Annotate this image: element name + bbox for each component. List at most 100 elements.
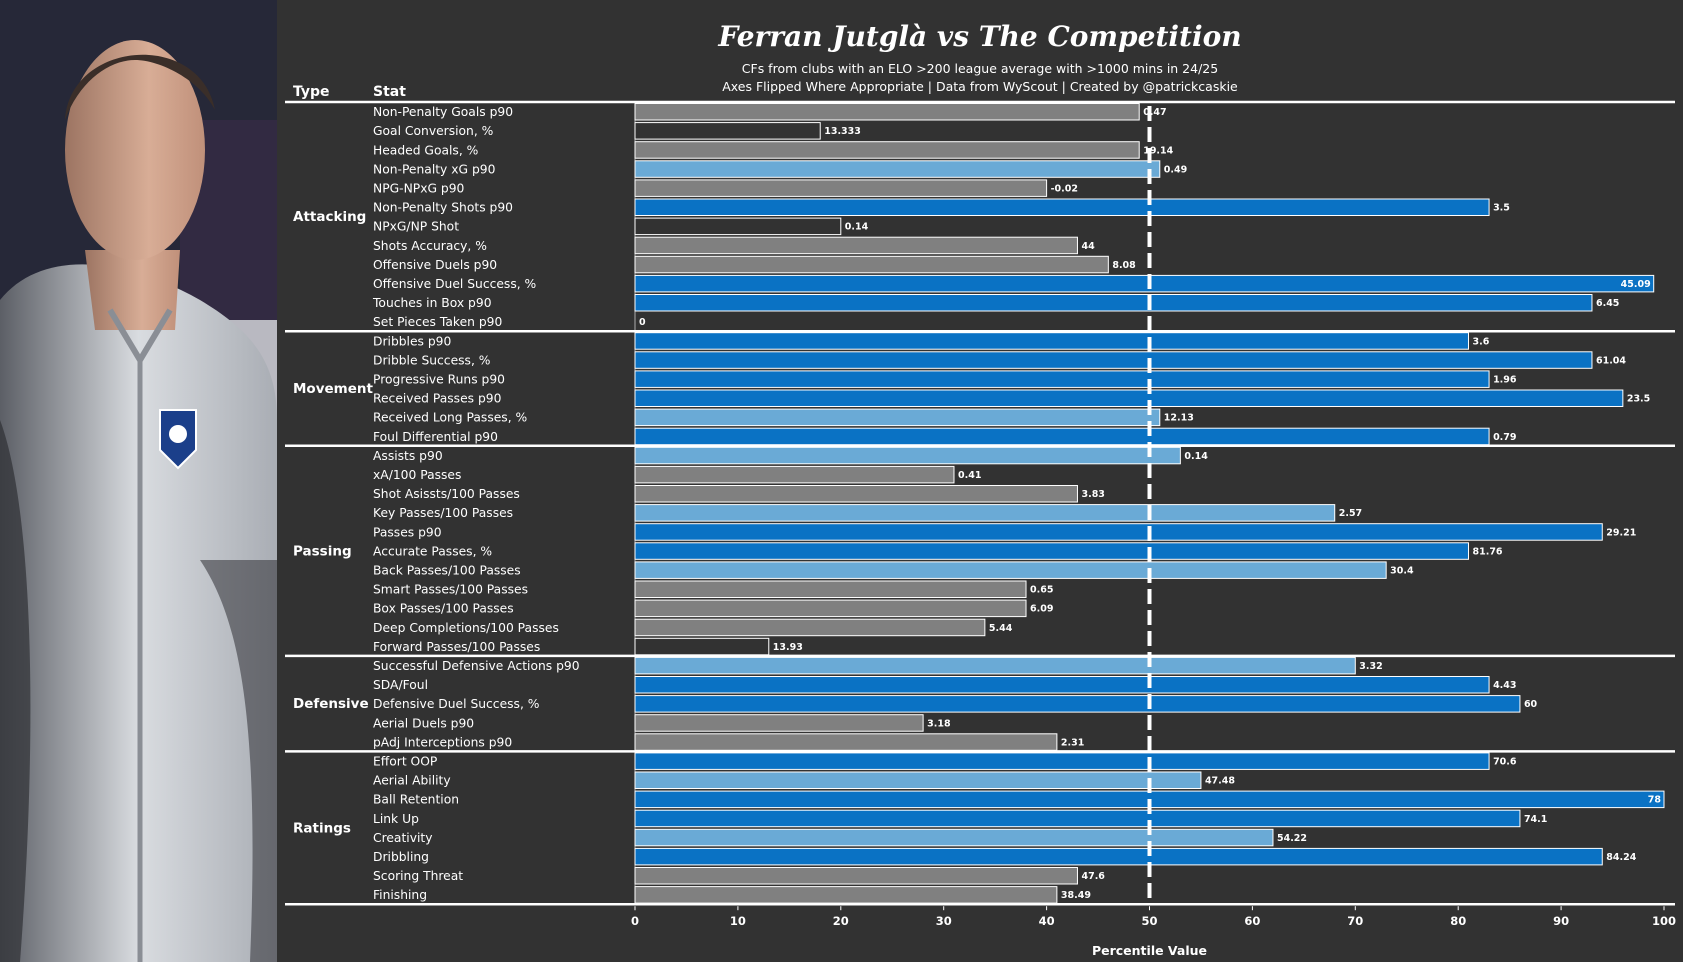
value-label: 12.13	[1164, 413, 1194, 424]
x-tick-label: 0	[631, 914, 639, 928]
bar-shots-accuracy-	[634, 236, 1078, 255]
value-label: 3.5	[1493, 203, 1510, 214]
bar-deep-completions-100-passes	[634, 618, 986, 637]
value-label: 54.22	[1277, 833, 1307, 844]
stat-label: Headed Goals, %	[373, 143, 478, 157]
bar-shot-asissts-100-passes	[634, 485, 1078, 503]
value-label: 0	[639, 317, 646, 328]
bar-scoring-threat	[634, 867, 1078, 885]
chart-title: Ferran Jutglà vs The Competition	[718, 20, 1242, 53]
chart-area: Non-Penalty Goals p90 0.47 Goal Conversion…	[277, 0, 1683, 962]
group-label-passing: Passing	[293, 543, 352, 559]
stat-label: Dribbling	[373, 850, 429, 864]
stat-label: NPG-NPxG p90	[373, 181, 464, 195]
x-tick-label: 10	[730, 914, 746, 928]
bar-offensive-duels-p90	[634, 255, 1109, 274]
stat-label: Box Passes/100 Passes	[373, 602, 514, 616]
bar-goal-conversion-	[634, 122, 821, 140]
stat-label: Creativity	[373, 831, 433, 845]
stat-label: Dribbles p90	[373, 334, 451, 348]
value-label: 3.32	[1359, 661, 1382, 672]
stat-label: Deep Completions/100 Passes	[373, 621, 559, 635]
stat-label: SDA/Foul	[373, 678, 428, 692]
value-label: 23.5	[1627, 394, 1650, 405]
x-tick-label: 50	[1141, 914, 1157, 928]
stat-label: Progressive Runs p90	[373, 372, 505, 386]
stat-label: Smart Passes/100 Passes	[373, 583, 528, 597]
value-label: 81.76	[1472, 546, 1502, 557]
value-label: 19.14	[1143, 145, 1173, 156]
stat-label: Forward Passes/100 Passes	[373, 640, 540, 654]
value-label: 3.6	[1472, 336, 1489, 347]
chart-subtitle-line2: Axes Flipped Where Appropriate | Data fr…	[722, 79, 1238, 94]
value-label: -0.02	[1051, 183, 1078, 194]
value-label: 3.18	[927, 718, 951, 729]
x-tick-label: 30	[936, 914, 952, 928]
stat-label: Link Up	[373, 812, 419, 826]
value-label: 47.48	[1205, 776, 1235, 787]
value-label: 0.14	[845, 222, 869, 233]
value-label: 5.44	[989, 623, 1013, 634]
bar-assists-p90	[634, 446, 1181, 465]
stat-label: Received Passes p90	[373, 392, 501, 406]
stat-label: Offensive Duels p90	[373, 258, 497, 272]
bar-received-long-passes-	[634, 408, 1161, 427]
bar-npg-npxg-p90	[634, 179, 1048, 197]
value-label: 0.47	[1143, 107, 1166, 118]
stat-label: Back Passes/100 Passes	[373, 563, 521, 577]
bar-creativity	[634, 828, 1274, 847]
x-tick-label: 20	[833, 914, 849, 928]
x-tick-label: 40	[1039, 914, 1055, 928]
value-label: 61.04	[1596, 355, 1626, 366]
x-tick-label: 80	[1450, 914, 1466, 928]
value-label: 1.96	[1493, 374, 1517, 385]
bar-box-passes-100-passes	[634, 599, 1027, 618]
group-label-defensive: Defensive	[293, 696, 369, 712]
type-column-header: Type	[293, 84, 330, 100]
value-label: 30.4	[1390, 565, 1414, 576]
bar-touches-in-box-p90	[634, 294, 1593, 312]
bar-offensive-duel-success-	[634, 274, 1655, 293]
bar-back-passes-100-passes	[634, 561, 1387, 579]
bar-headed-goals-	[634, 141, 1140, 159]
stat-label: Passes p90	[373, 525, 442, 539]
value-label: 6.09	[1030, 604, 1053, 615]
bar-non-penalty-goals-p90	[634, 103, 1140, 121]
stat-label: Non-Penalty xG p90	[373, 162, 495, 176]
bar-received-passes-p90	[634, 389, 1624, 407]
bar-aerial-duels-p90	[634, 714, 924, 732]
stat-label: Goal Conversion, %	[373, 124, 493, 138]
percentile-bar-chart: Non-Penalty Goals p90 0.47 Goal Conversion…	[285, 100, 1676, 958]
bar-padj-interceptions-p90	[634, 733, 1058, 751]
stat-label: Non-Penalty Goals p90	[373, 105, 513, 119]
stat-label: Effort OOP	[373, 754, 437, 768]
value-label: 3.83	[1081, 489, 1104, 500]
stat-column-header: Stat	[373, 84, 406, 100]
stat-label: Non-Penalty Shots p90	[373, 201, 513, 215]
chart-subtitle-line1: CFs from clubs with an ELO >200 league a…	[741, 61, 1219, 76]
group-label-ratings: Ratings	[293, 820, 351, 836]
bar-finishing	[634, 886, 1058, 904]
bar-link-up	[634, 809, 1521, 828]
value-label: 45.09	[1621, 279, 1651, 290]
player-photo	[0, 0, 277, 962]
value-label: 70.6	[1493, 756, 1517, 767]
stat-label: Received Long Passes, %	[373, 411, 527, 425]
value-label: 4.43	[1493, 680, 1516, 691]
bar-dribble-success-	[634, 351, 1593, 369]
value-label: 47.6	[1081, 871, 1105, 882]
bar-npxg-np-shot	[634, 217, 842, 236]
bar-key-passes-100-passes	[634, 504, 1336, 522]
stat-label: Dribble Success, %	[373, 353, 490, 367]
stat-label: Ball Retention	[373, 793, 459, 807]
stat-label: Accurate Passes, %	[373, 544, 492, 558]
x-axis-label: Percentile Value	[1092, 943, 1207, 958]
bar-dribbles-p90	[634, 332, 1469, 350]
value-label: 78	[1648, 795, 1662, 806]
player-photo-illustration	[0, 0, 277, 962]
bar-effort-oop	[634, 752, 1490, 770]
x-tick-label: 70	[1347, 914, 1363, 928]
stat-label: Key Passes/100 Passes	[373, 506, 513, 520]
value-label: 74.1	[1524, 814, 1547, 825]
bar-successful-defensive-actions-p90	[634, 656, 1356, 675]
